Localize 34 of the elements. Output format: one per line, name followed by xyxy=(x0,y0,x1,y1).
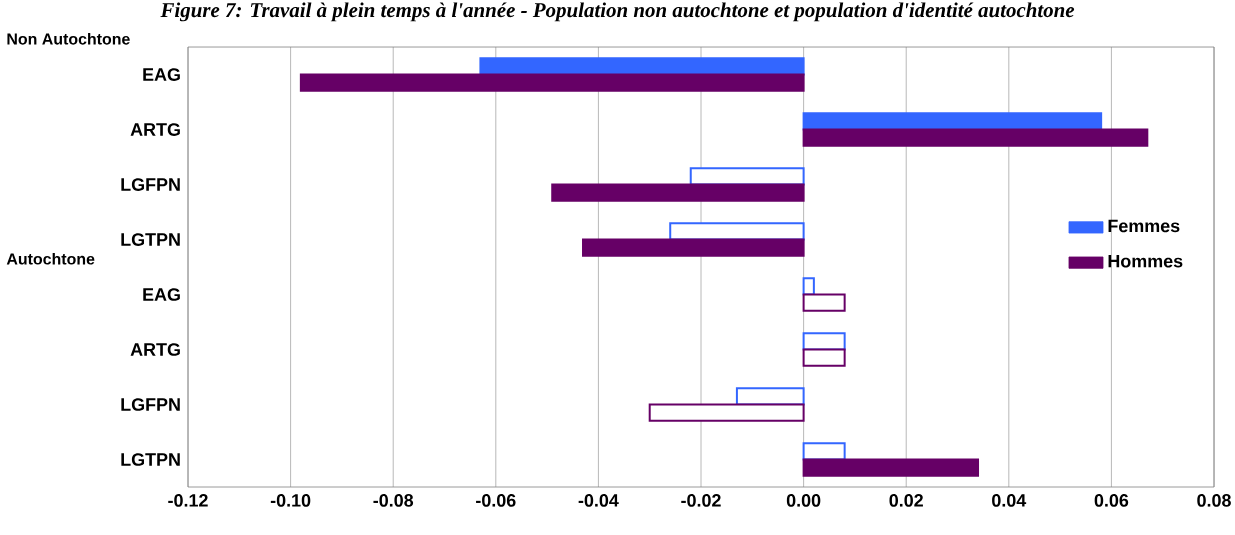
y-tick-label: LGFPN xyxy=(121,178,180,191)
bar xyxy=(802,458,980,477)
bar xyxy=(479,57,805,76)
text: Autochtone xyxy=(6,252,95,265)
bar xyxy=(551,183,805,202)
chart-title: Figure 7: Travail à plein temps à l'année - Population non autochtone et population d'identité autochtone xyxy=(160,2,1075,22)
x-tick-label: -0.10 xyxy=(270,494,311,507)
y-tick-label: ARTG xyxy=(130,343,180,356)
x-tick-label: -0.04 xyxy=(578,494,619,507)
bar xyxy=(689,167,805,186)
y-tick-label: LGFPN xyxy=(121,398,180,411)
x-tick-label: -0.06 xyxy=(476,494,516,507)
y-tick-label: ARTG xyxy=(130,123,180,136)
y-tick-label: EAG xyxy=(143,68,180,81)
bar xyxy=(802,442,846,461)
x-tick-label: 0.04 xyxy=(992,494,1027,507)
x-tick-label: 0.08 xyxy=(1197,494,1231,507)
text: Non Autochtone xyxy=(7,32,130,45)
y-tick-label: EAG xyxy=(143,288,180,301)
legend-label: Hommes xyxy=(1108,254,1183,268)
legend-label: Femmes xyxy=(1108,219,1180,233)
bar xyxy=(802,128,1149,147)
bar xyxy=(582,238,805,257)
x-tick-label: 0.02 xyxy=(889,494,923,507)
x-tick-label: -0.12 xyxy=(168,494,208,507)
x-tick-label: -0.08 xyxy=(373,494,414,507)
y-tick-label: LGTPN xyxy=(121,453,180,466)
bar xyxy=(669,222,805,241)
y-tick-label: LGTPN xyxy=(121,233,180,246)
x-tick-label: 0.06 xyxy=(1094,494,1129,507)
x-tick-label: -0.02 xyxy=(681,494,721,507)
x-tick-label: 0.00 xyxy=(786,494,821,507)
bar xyxy=(299,73,805,92)
bar xyxy=(802,112,1103,131)
